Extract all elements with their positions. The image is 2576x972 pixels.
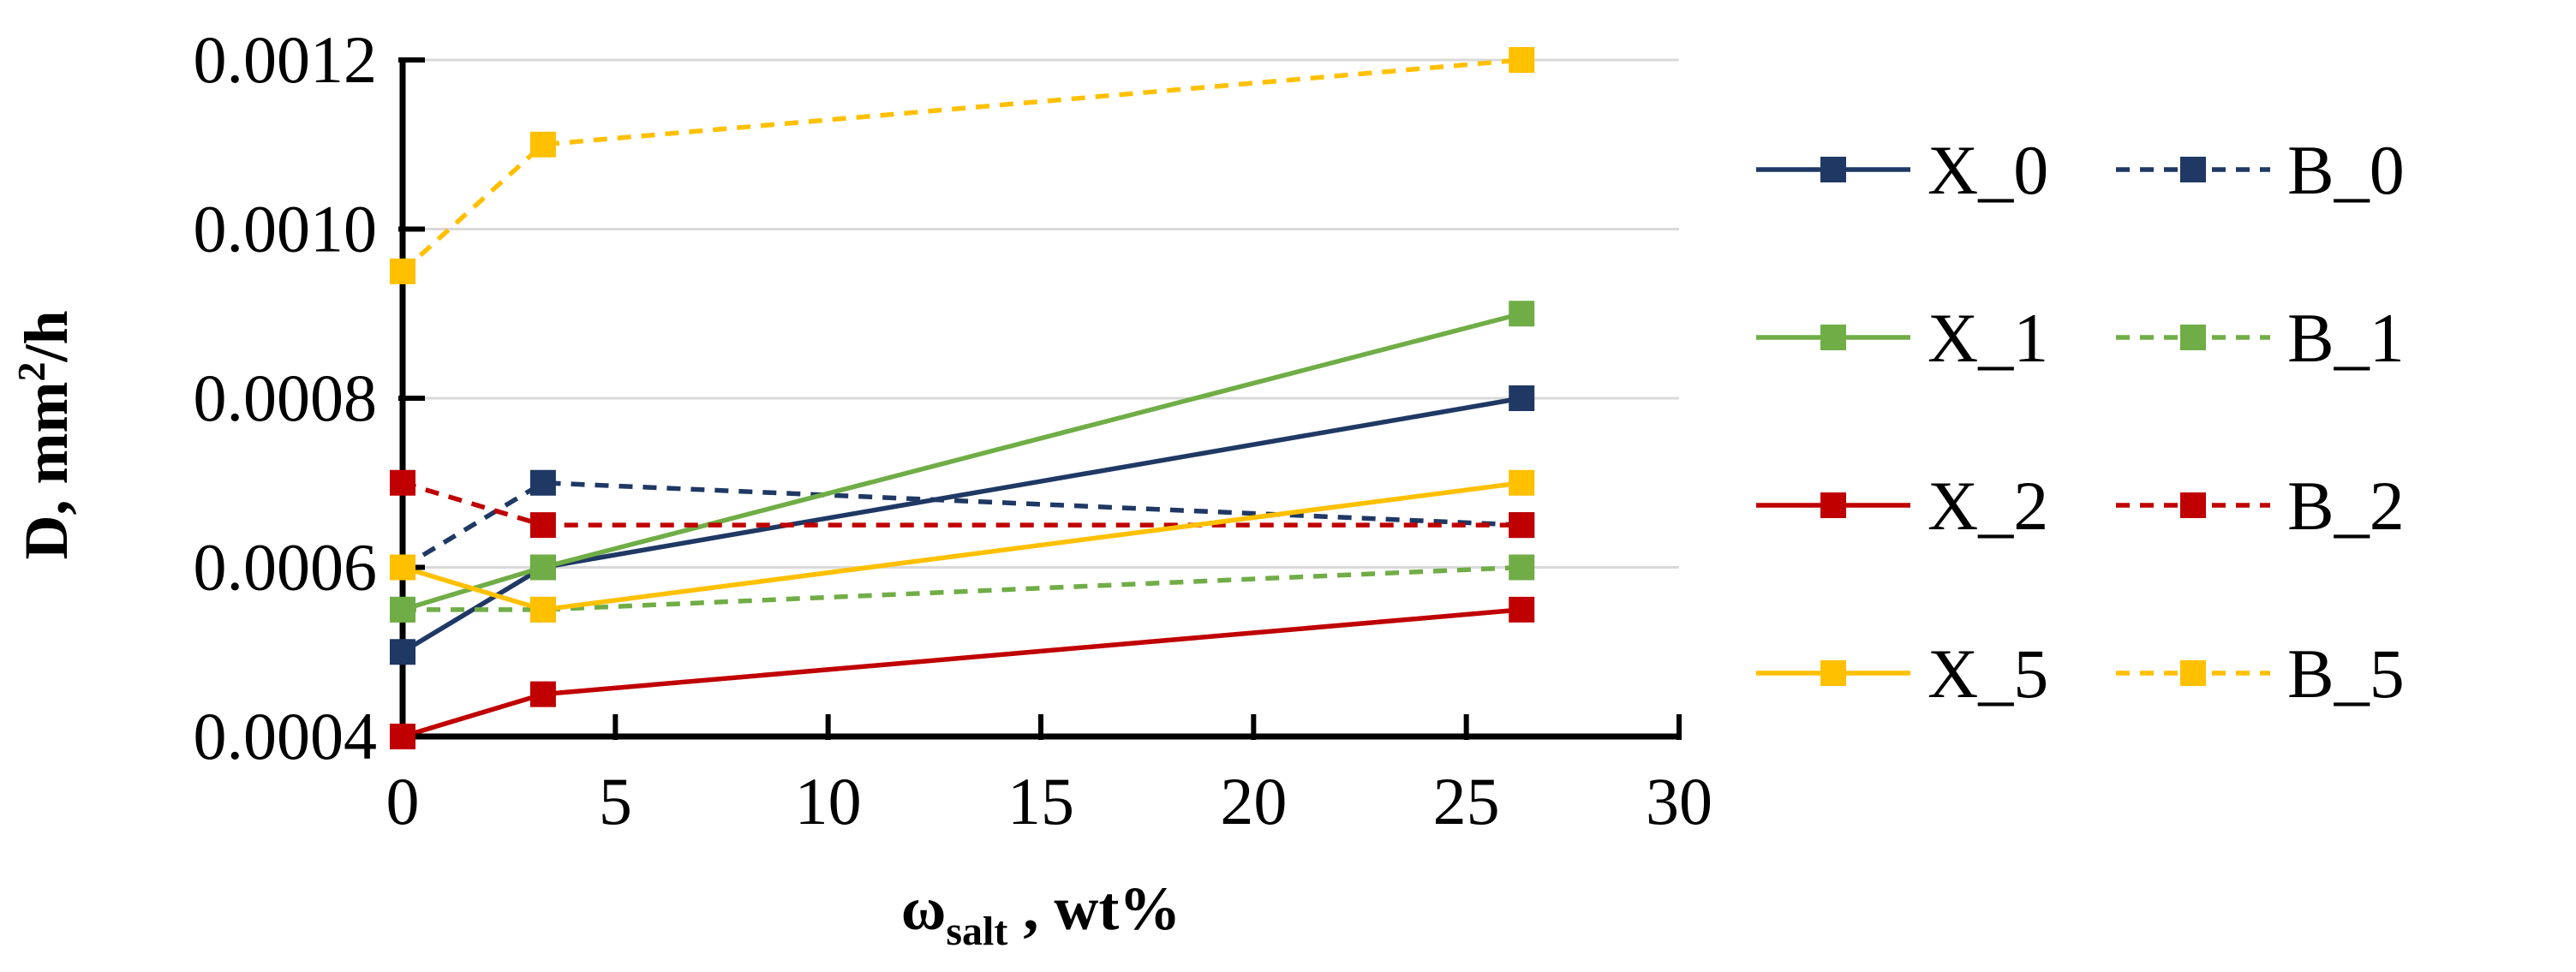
y-axis-title-main: D, mm (12, 382, 81, 560)
y-tick-label-1: 0.0006 (194, 530, 378, 605)
series-line-x-2 (402, 607, 1522, 739)
x-tick-label-1: 5 (599, 764, 632, 838)
marker-b-5-1 (529, 131, 556, 158)
series-line-b-5 (401, 57, 1522, 273)
x-tick-label-6: 30 (1646, 764, 1712, 838)
marker-b-5-0 (390, 258, 415, 284)
x-tick-label-2: 10 (795, 764, 862, 838)
x-axis-title-main: ω (901, 874, 947, 943)
marker-b-5-2 (1509, 47, 1535, 73)
y-axis-title-suffix: /h (12, 311, 81, 363)
legend-marker-x-5 (1820, 660, 1846, 686)
marker-x-2-2 (1509, 596, 1535, 623)
marker-x-1-1 (529, 554, 556, 581)
y-tick-label-3: 0.0010 (194, 192, 378, 266)
x-tick-label-5: 25 (1433, 764, 1500, 838)
marker-x-1-2 (1509, 301, 1535, 327)
legend-marker-b-2 (2180, 492, 2206, 518)
marker-b-1-0 (390, 596, 415, 623)
marker-b-0-1 (529, 469, 556, 496)
marker-b-2-1 (529, 512, 556, 539)
marker-x-5-2 (1509, 469, 1535, 496)
tick-labels: 0.0004 0.0006 0.0008 0.0010 0.0012 0 5 10 15 20 25… (194, 22, 1713, 838)
legend-label-b-2: B_2 (2287, 467, 2405, 545)
y-tick-label-2: 0.0008 (194, 361, 378, 435)
y-axis-title-sup: 2 (9, 362, 53, 382)
y-tick-label-0: 0.0004 (194, 699, 378, 773)
marker-x-5-0 (390, 554, 415, 581)
marker-b-1-2 (1509, 554, 1535, 581)
y-tick-label-4: 0.0012 (194, 22, 378, 97)
y-axis-title: D, mm2/h (9, 311, 81, 560)
gridlines (403, 58, 1679, 569)
marker-x-0-0 (390, 639, 415, 665)
marker-b-2-2 (1509, 512, 1535, 539)
legend-label-x-2: X_2 (1928, 467, 2048, 545)
x-axis-title: ωsalt , wt% (901, 874, 1181, 954)
series-line-b-1 (403, 564, 1522, 612)
series-markers (390, 47, 1535, 749)
legend-label-x-5: X_5 (1928, 635, 2048, 713)
legend-marker-x-1 (1820, 325, 1846, 350)
legend-label-x-0: X_0 (1928, 131, 2048, 209)
marker-b-2-0 (390, 469, 415, 496)
axes (398, 57, 1682, 740)
x-axis-title-sub: salt (946, 909, 1007, 954)
series-line-x-1 (402, 311, 1522, 612)
legend-marker-b-5 (2180, 660, 2206, 686)
legend-marker-x-2 (1820, 492, 1846, 518)
marker-x-2-1 (529, 681, 556, 707)
legend-label-b-0: B_0 (2287, 131, 2405, 209)
x-tick-label-0: 0 (386, 764, 420, 838)
x-axis-title-suffix: , wt% (1007, 874, 1180, 943)
marker-x-0-2 (1509, 385, 1535, 411)
legend-label-b-1: B_1 (2287, 299, 2405, 377)
legend-marker-b-1 (2180, 325, 2206, 350)
x-tick-label-4: 20 (1220, 764, 1287, 838)
marker-x-5-1 (529, 596, 556, 623)
marker-x-2-0 (390, 724, 415, 749)
legend-marker-x-0 (1820, 157, 1846, 182)
legend-marker-b-0 (2180, 157, 2206, 182)
x-tick-label-3: 15 (1007, 764, 1074, 838)
legend-label-x-1: X_1 (1928, 299, 2048, 377)
series-line-b-0 (401, 480, 1522, 569)
legend-label-b-5: B_5 (2287, 635, 2405, 713)
legend: X_0 B_0 X_1 B_1 X_2 B_2 X_5 B_5 (1756, 131, 2405, 713)
